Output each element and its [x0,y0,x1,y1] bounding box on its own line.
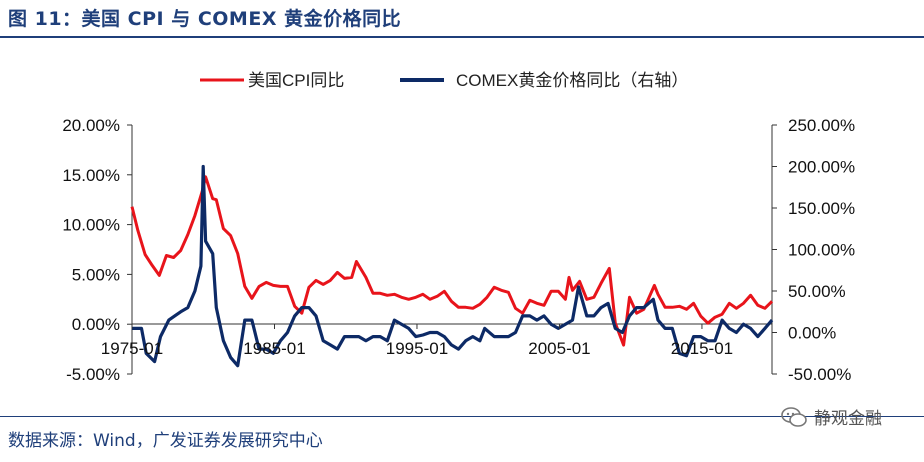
legend-label-cpi: 美国CPI同比 [248,71,344,90]
left-tick-label: 20.00% [62,116,120,135]
chart-svg: 美国CPI同比 COMEX黄金价格同比（右轴） -5.00% 0.00% 5.00%… [62,71,855,384]
series-line-gold [132,164,774,368]
left-tick-label: -5.00% [66,365,120,384]
source-divider [0,416,924,417]
source-note: 数据来源：Wind，广发证券发展研究中心 [8,431,323,451]
x-tick-label: 2005-01 [528,339,590,358]
right-tick-label: 150.00% [788,199,855,218]
left-tick-label: 5.00% [72,265,120,284]
right-tick-label: -50.00% [788,365,851,384]
x-tick-label: 1975-01 [101,339,163,358]
left-tick-label: 10.00% [62,216,120,235]
left-tick-label: 15.00% [62,166,120,185]
left-tick-label: 0.00% [72,315,120,334]
right-axis-ticks: -50.00% 0.00% 50.00% 100.00% 150.00% 200.00% 2… [772,116,855,384]
x-tick-label: 2015-01 [671,339,733,358]
title-divider [0,36,924,38]
watermark-text: 静观金融 [814,409,882,429]
right-tick-label: 0.00% [788,324,836,343]
x-axis-ticks: 1975-01 1985-01 1995-01 2005-01 2015-01 [101,324,733,358]
wechat-icon [781,406,807,427]
right-tick-label: 50.00% [788,282,846,301]
chart-title: 图 11：美国 CPI 与 COMEX 黄金价格同比 [8,8,402,30]
series-line-cpi [130,175,774,347]
left-axis-ticks: -5.00% 0.00% 5.00% 10.00% 15.00% 20.00% [62,116,132,384]
right-tick-label: 200.00% [788,158,855,177]
legend-label-gold: COMEX黄金价格同比（右轴） [456,71,688,90]
x-tick-label: 1995-01 [386,339,448,358]
x-tick-label: 1985-01 [243,339,305,358]
watermark: 静观金融 [780,404,882,429]
series-group [130,164,774,368]
right-tick-label: 100.00% [788,241,855,260]
legend: 美国CPI同比 COMEX黄金价格同比（右轴） [200,71,688,90]
right-tick-label: 250.00% [788,116,855,135]
